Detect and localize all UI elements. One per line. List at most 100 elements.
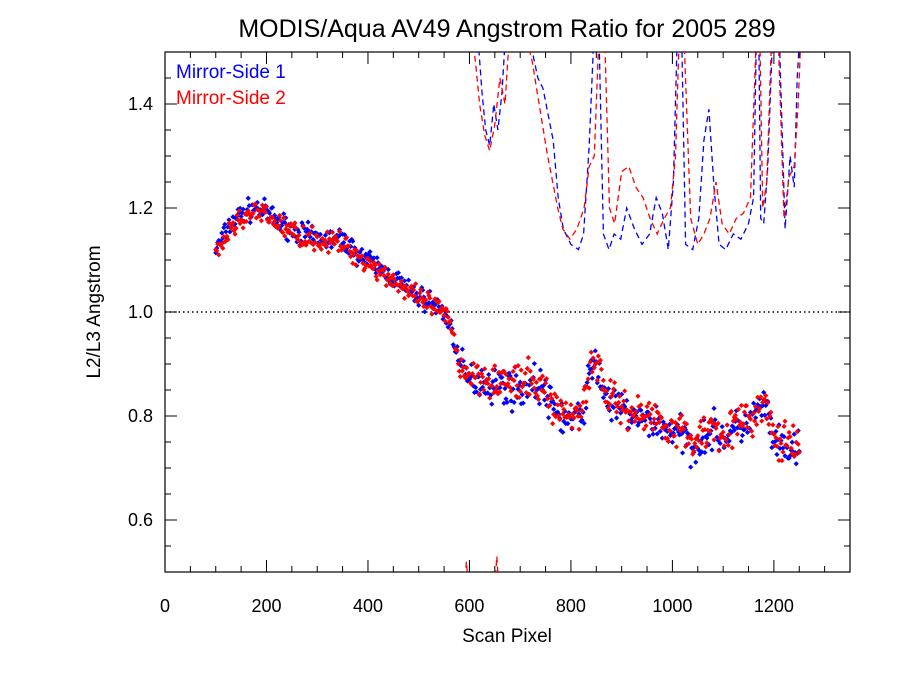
- data-point: [543, 376, 550, 382]
- data-point: [650, 426, 656, 433]
- data-point: [308, 240, 314, 246]
- data-point: [585, 363, 591, 369]
- data-point: [563, 400, 569, 406]
- data-point: [551, 406, 557, 412]
- data-point: [539, 373, 546, 379]
- data-point: [214, 248, 220, 254]
- data-point: [624, 407, 630, 413]
- y-tick-label: 1.4: [128, 94, 153, 114]
- data-point: [717, 435, 723, 441]
- data-point: [645, 409, 651, 415]
- data-point: [717, 440, 723, 446]
- data-point: [608, 417, 615, 423]
- data-point: [487, 395, 493, 401]
- data-point: [624, 397, 630, 404]
- data-point: [553, 414, 559, 420]
- data-point: [494, 383, 500, 390]
- data-point: [691, 448, 697, 454]
- data-point: [514, 382, 520, 389]
- data-point: [705, 431, 711, 438]
- data-point: [323, 243, 329, 249]
- data-point: [712, 417, 718, 423]
- data-point: [501, 400, 507, 406]
- data-point: [683, 443, 689, 450]
- data-point: [790, 449, 796, 455]
- data-point: [763, 393, 769, 399]
- data-point: [428, 303, 434, 309]
- data-point: [305, 232, 311, 238]
- data-point: [561, 418, 567, 425]
- data-point: [530, 376, 536, 382]
- data-point: [401, 278, 408, 284]
- data-point: [561, 406, 567, 413]
- data-point: [566, 411, 572, 417]
- data-point: [497, 389, 503, 395]
- data-point: [513, 393, 519, 399]
- data-point: [550, 421, 556, 427]
- data-point: [617, 393, 623, 399]
- data-point: [270, 221, 277, 228]
- data-point: [537, 367, 544, 373]
- data-point: [503, 371, 509, 377]
- data-point: [716, 448, 722, 454]
- data-point: [576, 411, 582, 417]
- ticks-layer: [164, 51, 851, 573]
- data-point: [733, 416, 739, 422]
- data-point: [243, 218, 249, 225]
- data-point: [442, 318, 448, 324]
- data-point: [768, 409, 774, 415]
- data-point: [695, 433, 701, 439]
- data-point: [578, 414, 584, 420]
- data-point: [698, 418, 704, 424]
- series-2-points: [213, 201, 802, 464]
- data-point: [300, 223, 306, 230]
- data-point: [684, 421, 690, 427]
- data-point: [700, 435, 706, 441]
- data-point: [317, 241, 323, 247]
- data-point: [277, 212, 283, 219]
- data-point: [723, 437, 729, 443]
- data-point: [395, 288, 402, 294]
- data-point: [296, 229, 302, 235]
- data-point: [535, 385, 542, 391]
- data-point: [657, 428, 663, 434]
- data-point: [230, 220, 236, 226]
- data-point: [374, 255, 380, 261]
- data-point: [510, 368, 516, 375]
- data-point: [367, 249, 373, 255]
- data-point: [379, 264, 385, 270]
- data-point: [536, 401, 543, 407]
- data-point: [372, 262, 378, 268]
- data-point: [531, 385, 537, 391]
- data-point: [474, 363, 481, 369]
- data-point: [579, 408, 585, 414]
- data-point: [575, 413, 581, 419]
- data-point: [787, 433, 793, 440]
- data-point: [628, 409, 634, 415]
- data-point: [502, 381, 508, 387]
- data-point: [519, 391, 525, 398]
- data-point: [769, 444, 775, 451]
- data-point: [543, 402, 550, 408]
- data-point: [409, 283, 415, 289]
- data-point: [354, 248, 360, 254]
- x-tick-label: 0: [160, 596, 170, 616]
- data-point: [600, 395, 606, 401]
- data-point: [676, 432, 683, 438]
- data-point: [730, 424, 736, 430]
- data-point: [576, 426, 582, 432]
- data-point: [664, 435, 670, 442]
- data-point: [526, 382, 532, 388]
- data-point: [232, 231, 238, 237]
- data-point: [538, 387, 545, 393]
- data-point: [625, 427, 631, 433]
- data-point: [735, 406, 741, 412]
- data-point: [601, 385, 608, 391]
- data-point: [260, 205, 267, 211]
- data-point: [731, 414, 737, 420]
- data-point: [468, 361, 475, 368]
- data-point: [777, 445, 783, 452]
- data-point: [535, 396, 542, 402]
- data-point: [523, 381, 529, 387]
- data-point: [445, 324, 451, 330]
